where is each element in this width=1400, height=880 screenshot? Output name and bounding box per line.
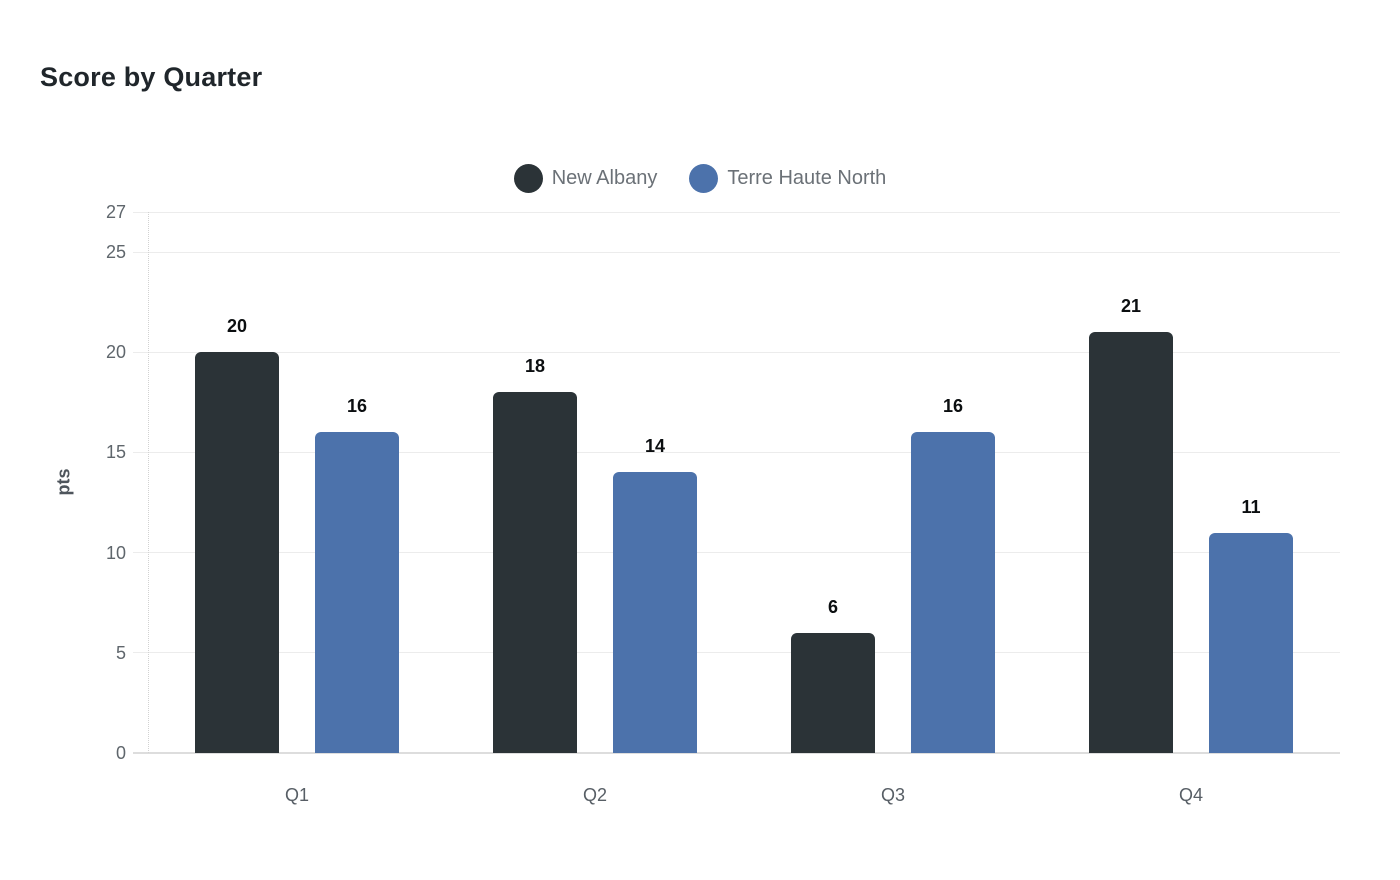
gridline (133, 652, 1340, 654)
bar-value-label: 18 (524, 356, 546, 377)
x-tick-label-q1: Q1 (284, 785, 309, 805)
y-axis-label: pts (53, 468, 74, 496)
bar-terre-haute-north-q1[interactable] (315, 432, 399, 753)
bar-new-albany-q4[interactable] (1089, 332, 1173, 753)
bar-value-label: 16 (942, 396, 964, 417)
bar-value-label: 16 (346, 396, 368, 417)
legend-item-label: New Albany (551, 166, 658, 189)
bar-new-albany-q2[interactable] (493, 392, 577, 753)
y-tick-label: 27 (105, 202, 126, 222)
bar-value-label: 14 (644, 436, 666, 457)
bar-value-label: 21 (1120, 296, 1142, 317)
bar-new-albany-q1[interactable] (195, 352, 279, 753)
legend-item-new-albany[interactable]: New Albany (513, 163, 658, 193)
x-tick-label-q3: Q3 (880, 785, 905, 805)
bar-terre-haute-north-q2[interactable] (613, 472, 697, 753)
x-tick-label-q2: Q2 (582, 785, 607, 805)
gridline (133, 451, 1340, 453)
bar-terre-haute-north-q3[interactable] (911, 432, 995, 753)
bar-value-label: 6 (827, 596, 838, 617)
legend-item-label: Terre Haute North (727, 166, 887, 189)
gridline (133, 211, 1340, 213)
gridline (133, 251, 1340, 253)
y-tick-label: 25 (105, 242, 126, 263)
x-axis-line (133, 752, 1340, 754)
chart-title: Score by Quarter (40, 62, 263, 92)
y-tick-label: 20 (105, 342, 126, 363)
y-tick-label: 15 (105, 442, 126, 463)
legend: New Albany Terre Haute North (0, 162, 1400, 194)
legend-item-terre-haute-north[interactable]: Terre Haute North (689, 163, 887, 193)
x-tick-label-q4: Q4 (1178, 785, 1203, 805)
y-tick-label: 0 (115, 743, 126, 763)
bar-new-albany-q3[interactable] (791, 632, 875, 753)
legend-swatch-icon (689, 163, 719, 193)
bar-value-label: 11 (1241, 496, 1261, 517)
y-tick-label: 10 (105, 542, 126, 563)
y-tick-label: 5 (115, 642, 126, 663)
gridline (133, 552, 1340, 554)
legend-swatch-icon (513, 163, 543, 193)
gridline (133, 351, 1340, 353)
bar-value-label: 20 (226, 316, 248, 337)
y-axis-line (148, 212, 149, 753)
plot-area: 0 5 10 15 20 25 27 20 16 Q1 18 14 Q2 6 16 Q3 21 11 Q4 (106, 202, 1340, 805)
bar-terre-haute-north-q4[interactable] (1209, 532, 1293, 753)
